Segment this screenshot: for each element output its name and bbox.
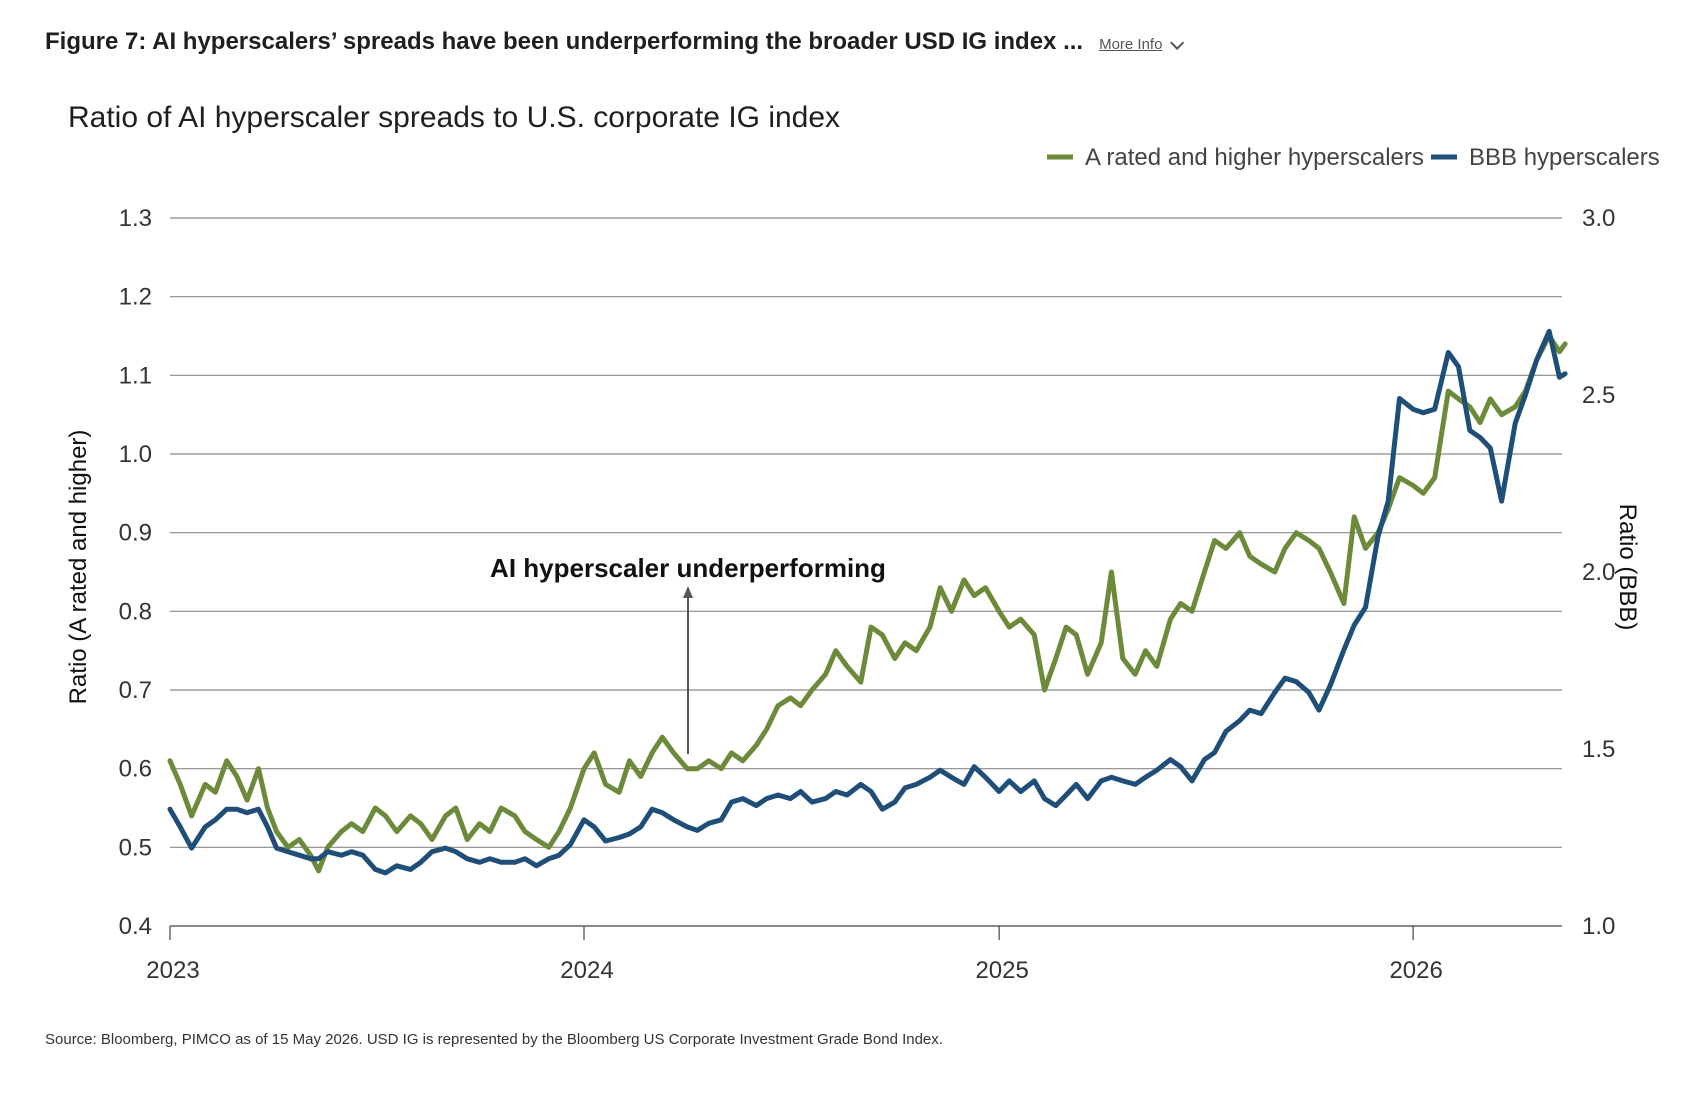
y-tick-label: 0.4 (119, 913, 152, 940)
y-tick-label: 0.6 (119, 756, 152, 783)
y-tick-label: 0.7 (119, 677, 152, 704)
y-tick-label: 1.1 (119, 362, 152, 389)
chevron-down-icon (1170, 35, 1185, 50)
legend-label-a-rated: A rated and higher hyperscalers (1085, 144, 1424, 171)
figure-title: Figure 7: AI hyperscalers’ spreads have … (45, 28, 1084, 55)
x-tick-label: 2024 (560, 957, 613, 984)
y-tick-label: 0.8 (119, 598, 152, 625)
more-info-button[interactable]: More Info (1099, 35, 1185, 53)
more-info-label: More Info (1099, 36, 1163, 53)
y-tick-label: 0.5 (119, 834, 152, 861)
right-axis-label: Ratio (BBB) (1614, 504, 1641, 631)
y-tick-label: 1.0 (119, 441, 152, 468)
left-axis-ticks: 1.3 1.2 1.1 1.0 0.9 0.8 0.7 0.6 0.5 0.4 (119, 205, 152, 940)
x-axis-ticks: 2023 2024 2025 2026 (146, 926, 1443, 984)
series-lines (167, 328, 1568, 876)
y-tick-label: 0.9 (119, 520, 152, 547)
right-axis-ticks: 3.0 2.5 2.0 1.5 1.0 (1582, 205, 1615, 940)
annotation-text: AI hyperscaler underperforming (490, 553, 886, 583)
x-tick-label: 2023 (146, 957, 199, 984)
annotation-arrow-head-icon (683, 586, 693, 598)
x-tick-label: 2026 (1389, 957, 1442, 984)
gridlines (170, 217, 1562, 927)
y2-tick-label: 2.5 (1582, 382, 1615, 409)
legend: A rated and higher hyperscalers BBB hype… (1047, 144, 1660, 171)
left-axis-label: Ratio (A rated and higher) (65, 430, 92, 705)
series-line-bbb (167, 328, 1568, 876)
source-note: Source: Bloomberg, PIMCO as of 15 May 20… (45, 1031, 943, 1048)
y2-tick-label: 1.5 (1582, 736, 1615, 763)
legend-label-bbb: BBB hyperscalers (1469, 144, 1660, 171)
series-line-a-rated (167, 333, 1568, 874)
y2-tick-label: 3.0 (1582, 205, 1615, 232)
chart-title: Ratio of AI hyperscaler spreads to U.S. … (68, 101, 840, 134)
y2-tick-label: 1.0 (1582, 913, 1615, 940)
annotation: AI hyperscaler underperforming (490, 553, 886, 754)
chart: Ratio of AI hyperscaler spreads to U.S. … (65, 101, 1660, 984)
y-tick-label: 1.2 (119, 284, 152, 311)
y2-tick-label: 2.0 (1582, 559, 1615, 586)
y-tick-label: 1.3 (119, 205, 152, 232)
figure-header: Figure 7: AI hyperscalers’ spreads have … (45, 28, 1185, 56)
x-tick-label: 2025 (975, 957, 1028, 984)
